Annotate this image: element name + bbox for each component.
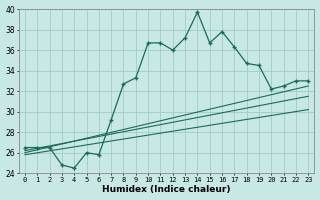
- X-axis label: Humidex (Indice chaleur): Humidex (Indice chaleur): [102, 185, 231, 194]
